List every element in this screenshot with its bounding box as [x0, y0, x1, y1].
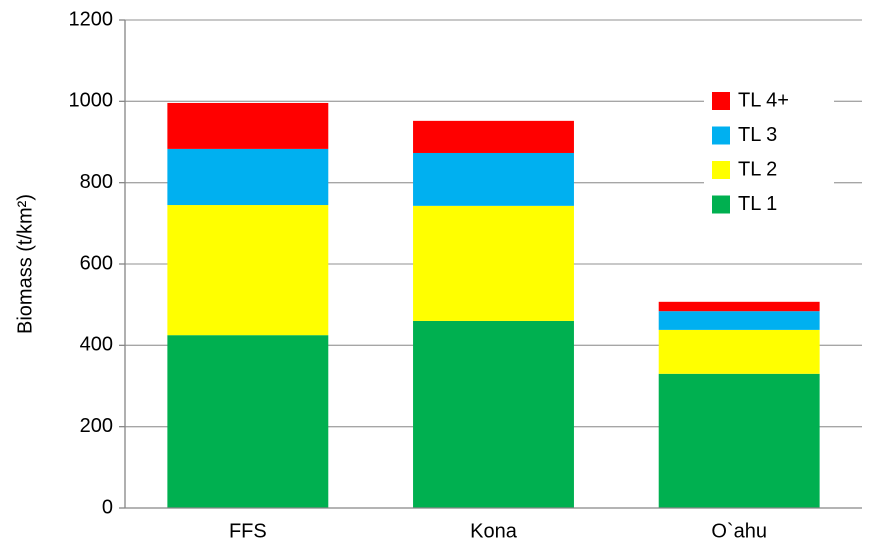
legend-label: TL 4+ — [738, 89, 789, 111]
legend-swatch — [712, 195, 730, 214]
legend-label: TL 1 — [738, 193, 777, 215]
bar-segment — [167, 102, 329, 149]
y-tick-label: 1000 — [69, 90, 114, 112]
legend-label: TL 3 — [738, 124, 777, 146]
y-tick-label: 200 — [80, 415, 113, 437]
y-tick-label: 800 — [80, 171, 113, 193]
bar-segment — [167, 335, 329, 508]
bar-segment — [658, 301, 820, 312]
bar-segment — [413, 320, 574, 508]
x-tick-label: O`ahu — [711, 520, 767, 542]
x-tick-label: FFS — [229, 520, 267, 542]
bar-segment — [413, 152, 574, 206]
y-tick-label: 1200 — [69, 8, 114, 30]
y-tick-label: 400 — [80, 334, 113, 356]
bar-segment — [658, 311, 820, 330]
y-tick-label: 600 — [80, 252, 113, 274]
x-tick-label: Kona — [470, 520, 518, 542]
bar-segment — [658, 329, 820, 374]
y-axis-label: Biomass (t/km²) — [14, 194, 36, 334]
bar-segment — [167, 148, 329, 206]
legend-swatch — [712, 126, 730, 145]
bar-segment — [658, 373, 820, 508]
legend-label: TL 2 — [738, 158, 777, 180]
legend-swatch — [712, 92, 730, 110]
bar-segment — [167, 205, 329, 336]
bar-segment — [413, 120, 574, 153]
legend-swatch — [712, 161, 730, 179]
bar-segment — [413, 205, 574, 321]
y-tick-label: 0 — [102, 496, 113, 518]
